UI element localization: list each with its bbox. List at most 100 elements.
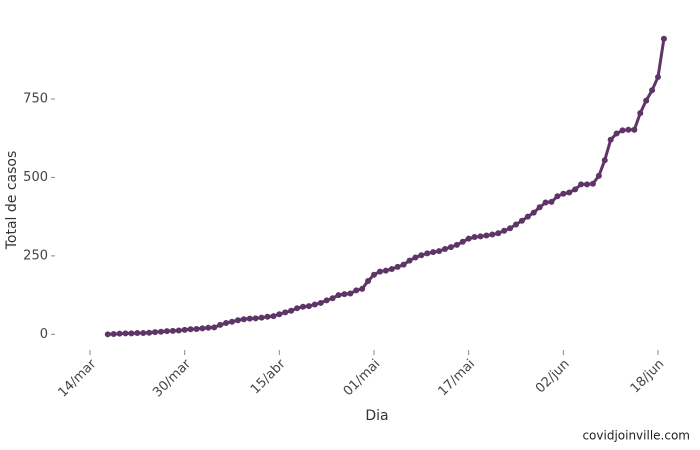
- point: [128, 330, 135, 337]
- point: [388, 266, 395, 273]
- x-tick-label: 18/jun: [628, 357, 668, 397]
- point: [288, 307, 295, 314]
- point: [655, 74, 661, 81]
- point: [436, 248, 443, 255]
- point: [601, 157, 608, 164]
- point: [282, 309, 289, 316]
- point: [424, 250, 431, 257]
- point: [181, 326, 188, 333]
- point: [625, 126, 632, 133]
- point: [199, 325, 206, 332]
- point: [152, 329, 159, 336]
- point: [353, 287, 360, 294]
- x-tick-label: 30/mar: [150, 356, 194, 400]
- x-tick-label: 14/mar: [56, 356, 100, 400]
- point: [146, 329, 153, 336]
- point: [371, 271, 377, 278]
- x-tick-label: 15/abr: [248, 356, 289, 397]
- point: [501, 227, 508, 234]
- point: [447, 244, 454, 251]
- y-tick-label: 500: [23, 170, 48, 185]
- point: [246, 315, 253, 322]
- point: [110, 331, 117, 337]
- point: [430, 249, 437, 256]
- y-axis-title: Total de casos: [4, 151, 20, 251]
- point: [394, 263, 401, 270]
- y-tick-label: 250: [23, 248, 48, 263]
- point: [584, 181, 590, 188]
- y-tick-label: 750: [23, 92, 48, 107]
- x-tick-label: 01/mai: [341, 357, 384, 400]
- source-note: covidjoinville.com: [582, 429, 690, 443]
- point: [300, 303, 306, 310]
- point: [589, 180, 596, 187]
- point: [406, 257, 413, 264]
- point: [104, 331, 111, 338]
- point: [217, 321, 224, 328]
- point: [187, 326, 194, 333]
- point: [649, 87, 656, 94]
- point: [483, 232, 490, 239]
- point: [317, 299, 324, 306]
- point: [252, 315, 259, 322]
- point: [211, 324, 218, 331]
- point: [205, 324, 212, 331]
- point: [471, 234, 478, 241]
- point: [400, 261, 407, 268]
- point: [465, 235, 472, 242]
- point: [495, 230, 502, 237]
- point: [607, 136, 614, 143]
- point: [264, 313, 271, 320]
- point: [595, 172, 602, 179]
- point: [335, 292, 342, 299]
- point: [134, 330, 141, 337]
- point: [442, 245, 448, 252]
- point: [175, 327, 182, 334]
- point: [530, 209, 537, 216]
- point: [311, 301, 318, 308]
- point: [560, 190, 567, 197]
- point: [548, 198, 555, 205]
- point: [163, 328, 170, 335]
- point: [513, 221, 519, 228]
- y-tick-label: 0: [40, 327, 48, 342]
- point: [365, 277, 372, 284]
- point: [258, 314, 265, 321]
- point: [158, 328, 164, 335]
- point: [453, 241, 460, 248]
- x-axis-title: Dia: [365, 408, 388, 424]
- point: [518, 217, 525, 224]
- x-tick-label: 17/mai: [435, 357, 478, 400]
- point: [229, 318, 235, 325]
- point: [359, 285, 366, 292]
- point: [554, 193, 561, 200]
- point: [619, 127, 626, 134]
- point: [223, 320, 230, 327]
- point: [376, 268, 383, 275]
- point: [542, 199, 549, 206]
- point: [116, 330, 123, 337]
- point: [169, 327, 176, 334]
- point: [347, 290, 354, 297]
- point: [329, 295, 336, 302]
- point: [382, 267, 389, 274]
- point: [660, 35, 667, 42]
- point: [240, 316, 247, 323]
- point: [270, 313, 277, 320]
- point: [566, 189, 573, 196]
- point: [305, 303, 312, 310]
- point: [276, 311, 283, 318]
- point: [489, 231, 496, 238]
- point: [418, 252, 425, 259]
- point: [631, 126, 638, 133]
- point: [412, 254, 419, 261]
- point: [323, 297, 330, 304]
- point: [507, 225, 514, 232]
- point: [294, 305, 301, 312]
- point: [637, 110, 644, 117]
- point: [459, 238, 466, 245]
- point: [536, 204, 543, 211]
- point: [234, 317, 241, 324]
- point: [122, 330, 129, 337]
